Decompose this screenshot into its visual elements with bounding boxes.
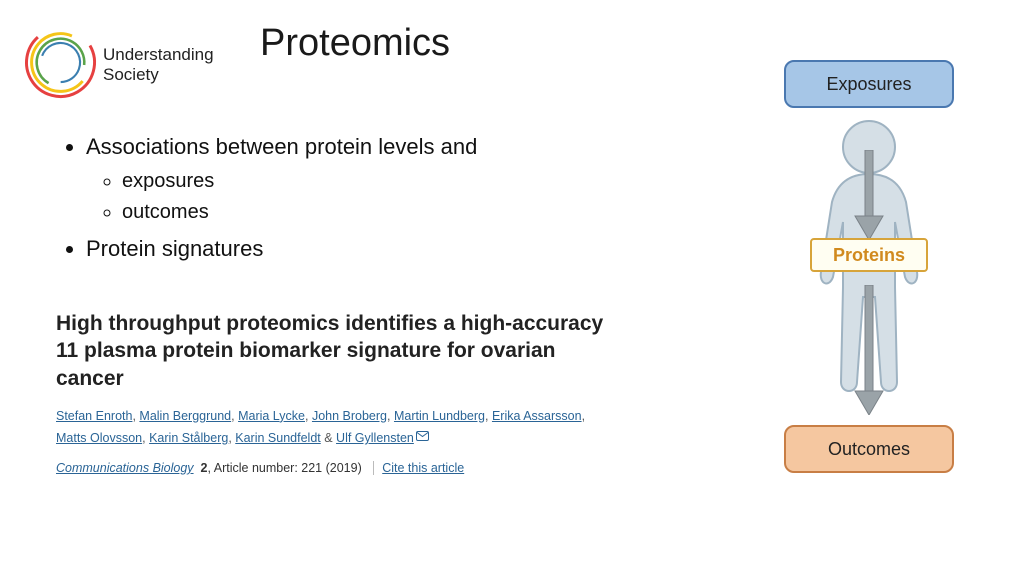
author-link[interactable]: Matts Olovsson [56,431,142,445]
paper-title: High throughput proteomics identifies a … [56,310,616,392]
bullet-1: Associations between protein levels and [86,130,477,164]
author-link[interactable]: Martin Lundberg [394,409,485,423]
arrow-down-1-icon [854,150,884,245]
author-link[interactable]: John Broberg [312,409,387,423]
logo-swirl-icon [18,20,103,105]
bullet-2: Protein signatures [86,232,477,266]
logo-text: Understanding Society [103,45,214,84]
author-link[interactable]: Karin Sundfeldt [235,431,320,445]
proteins-box: Proteins [810,238,928,272]
author-link[interactable]: Malin Berggrund [139,409,231,423]
cite-link[interactable]: Cite this article [373,461,464,475]
author-link[interactable]: Erika Assarsson [492,409,582,423]
bullet-1-sub2: outcomes [122,197,477,228]
paper-citation: High throughput proteomics identifies a … [56,310,616,475]
bullet-list: Associations between protein levels and … [60,130,477,266]
author-link[interactable]: Ulf Gyllensten [336,431,414,445]
pathway-diagram: Exposures Proteins Outcomes [769,60,969,480]
bullet-1-sub1: exposures [122,166,477,197]
logo-line1: Understanding [103,45,214,65]
outcomes-box: Outcomes [784,425,954,473]
author-link[interactable]: Maria Lycke [238,409,305,423]
slide-title: Proteomics [260,22,450,65]
arrow-down-2-icon [854,285,884,420]
article-number: , Article number: 221 (2019) [207,461,361,475]
author-link[interactable]: Karin Stålberg [149,431,228,445]
journal-name: Communications Biology [56,461,194,475]
paper-journal-line: Communications Biology 2, Article number… [56,461,616,475]
paper-authors: Stefan Enroth, Malin Berggrund, Maria Ly… [56,406,616,450]
logo: Understanding Society [18,20,198,100]
logo-line2: Society [103,65,214,85]
author-link[interactable]: Stefan Enroth [56,409,132,423]
exposures-box: Exposures [784,60,954,108]
mail-icon [416,427,429,448]
